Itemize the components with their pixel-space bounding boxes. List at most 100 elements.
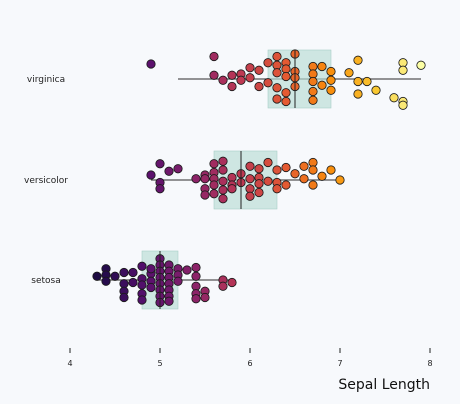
data-point-versicolor: [245, 174, 255, 184]
data-point-setosa: [200, 292, 210, 303]
data-point-versicolor: [218, 194, 228, 204]
data-point-versicolor: [200, 174, 210, 184]
x-tick-label: 6: [247, 359, 252, 368]
data-point-virginica: [281, 96, 291, 107]
data-point-virginica: [326, 66, 336, 77]
data-point-setosa: [119, 292, 129, 303]
data-point-versicolor: [209, 159, 219, 169]
data-point-setosa: [146, 282, 156, 293]
data-point-setosa: [191, 262, 201, 273]
x-tick-label: 5: [157, 359, 162, 368]
data-point-versicolor: [299, 174, 309, 184]
data-point-virginica: [281, 71, 291, 82]
data-point-virginica: [209, 70, 219, 80]
data-point-virginica: [272, 68, 282, 78]
data-point-versicolor: [164, 166, 174, 176]
data-point-setosa: [191, 294, 201, 304]
data-point-setosa: [137, 261, 147, 271]
data-point-versicolor: [155, 159, 165, 169]
data-point-versicolor: [326, 165, 336, 175]
data-point-setosa: [227, 277, 237, 288]
data-point-virginica: [353, 55, 363, 65]
data-point-virginica: [371, 85, 381, 95]
data-point-setosa: [110, 271, 120, 281]
data-point-virginica: [236, 75, 246, 85]
category-label-virginica: virginica: [27, 75, 65, 85]
data-point-virginica: [218, 75, 228, 85]
data-point-versicolor: [317, 171, 327, 181]
data-point-versicolor: [263, 176, 273, 186]
data-point-versicolor: [308, 180, 318, 190]
data-point-virginica: [146, 59, 156, 69]
data-point-versicolor: [335, 175, 345, 185]
data-point-setosa: [218, 281, 228, 291]
data-point-virginica: [308, 95, 318, 105]
data-point-versicolor: [173, 164, 183, 174]
data-point-virginica: [416, 60, 426, 70]
data-point-versicolor: [200, 190, 210, 200]
x-axis-title: Sepal Length: [338, 377, 430, 393]
data-point-virginica: [281, 88, 291, 98]
data-point-setosa: [182, 265, 192, 275]
data-point-setosa: [128, 277, 138, 288]
data-point-virginica: [326, 75, 336, 85]
data-point-versicolor: [218, 156, 228, 166]
data-point-virginica: [398, 100, 408, 110]
data-point-setosa: [128, 267, 138, 278]
data-point-virginica: [353, 89, 363, 99]
data-point-virginica: [317, 61, 327, 72]
data-point-versicolor: [209, 189, 219, 199]
data-point-virginica: [263, 58, 273, 68]
x-tick-label: 7: [337, 359, 342, 368]
data-point-virginica: [317, 80, 327, 90]
data-point-virginica: [272, 94, 282, 104]
data-point-virginica: [245, 73, 255, 83]
data-point-versicolor: [254, 164, 264, 174]
data-point-virginica: [326, 85, 336, 95]
data-point-versicolor: [254, 187, 264, 198]
data-point-setosa: [164, 296, 174, 306]
category-label-versicolor: versicolor: [24, 176, 68, 186]
data-point-virginica: [389, 93, 399, 103]
data-point-virginica: [245, 63, 255, 73]
data-point-setosa: [146, 264, 156, 274]
data-point-versicolor: [209, 180, 219, 190]
data-point-virginica: [398, 65, 408, 75]
data-point-virginica: [308, 76, 318, 87]
data-point-versicolor: [218, 165, 228, 175]
x-axis: 4 5 6 7 8: [67, 348, 433, 368]
data-point-virginica: [272, 83, 282, 93]
category-label-setosa: setosa: [31, 276, 60, 286]
data-point-setosa: [92, 271, 102, 281]
data-point-versicolor: [272, 165, 282, 175]
data-point-versicolor: [191, 174, 201, 184]
data-point-versicolor: [155, 184, 165, 194]
data-point-virginica: [209, 51, 219, 62]
data-point-virginica: [254, 81, 264, 92]
data-point-virginica: [227, 81, 237, 92]
data-point-versicolor: [245, 191, 255, 201]
x-tick-label: 4: [67, 359, 72, 368]
data-point-setosa: [101, 276, 111, 286]
data-point-virginica: [362, 76, 372, 87]
data-point-setosa: [173, 276, 183, 286]
data-point-versicolor: [263, 157, 273, 168]
data-point-versicolor: [218, 176, 228, 186]
data-point-setosa: [119, 267, 129, 278]
data-point-versicolor: [272, 184, 282, 194]
data-point-versicolor: [299, 161, 309, 171]
data-point-virginica: [263, 78, 273, 88]
data-point-versicolor: [308, 165, 318, 175]
data-point-versicolor: [281, 162, 291, 173]
data-point-setosa: [137, 295, 147, 305]
data-point-versicolor: [146, 170, 156, 180]
data-point-virginica: [227, 70, 237, 80]
data-point-versicolor: [227, 184, 237, 194]
data-point-versicolor: [281, 180, 291, 190]
data-point-versicolor: [290, 169, 300, 179]
data-point-virginica: [344, 68, 354, 78]
data-point-versicolor: [254, 179, 264, 189]
data-point-versicolor: [218, 185, 228, 195]
